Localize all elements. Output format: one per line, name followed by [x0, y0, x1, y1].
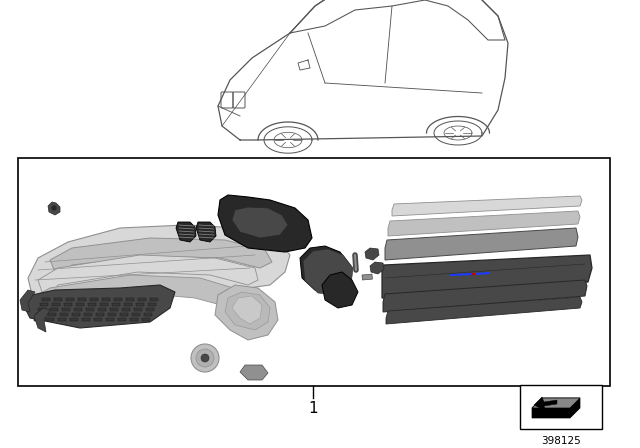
Bar	[74, 308, 82, 311]
Text: 398125: 398125	[541, 436, 581, 446]
Bar	[110, 308, 118, 311]
Polygon shape	[225, 292, 270, 330]
Bar	[108, 313, 116, 316]
Polygon shape	[383, 280, 587, 312]
Polygon shape	[28, 275, 242, 318]
Bar	[122, 308, 130, 311]
Bar	[96, 313, 104, 316]
Polygon shape	[388, 211, 580, 236]
Polygon shape	[28, 225, 290, 298]
Polygon shape	[382, 255, 592, 298]
Bar	[78, 298, 86, 301]
Polygon shape	[25, 285, 175, 328]
Polygon shape	[215, 285, 278, 340]
Polygon shape	[392, 196, 582, 216]
Bar	[64, 303, 72, 306]
Bar	[66, 298, 74, 301]
Polygon shape	[300, 246, 350, 292]
Bar	[106, 318, 114, 321]
Bar	[58, 318, 66, 321]
Bar	[76, 303, 84, 306]
Bar	[520, 385, 602, 429]
Bar	[362, 274, 372, 280]
Bar	[70, 318, 78, 321]
Polygon shape	[385, 228, 578, 260]
Bar	[42, 298, 50, 301]
Bar	[50, 308, 58, 311]
Bar	[144, 313, 152, 316]
Polygon shape	[532, 398, 580, 418]
Bar	[86, 308, 94, 311]
Bar	[98, 308, 106, 311]
Bar	[82, 318, 90, 321]
Bar	[124, 303, 132, 306]
Polygon shape	[386, 297, 582, 324]
Bar	[148, 303, 156, 306]
Bar	[36, 313, 44, 316]
Circle shape	[196, 349, 214, 367]
Polygon shape	[20, 290, 35, 312]
Polygon shape	[176, 222, 196, 242]
Bar	[48, 313, 56, 316]
Polygon shape	[532, 398, 580, 408]
Circle shape	[201, 354, 209, 362]
Polygon shape	[38, 255, 258, 298]
Polygon shape	[370, 262, 384, 274]
Polygon shape	[322, 272, 358, 308]
Circle shape	[191, 344, 219, 372]
Bar	[52, 303, 60, 306]
Bar	[60, 313, 68, 316]
Bar	[142, 318, 150, 321]
Bar	[40, 303, 48, 306]
Bar	[114, 298, 122, 301]
Circle shape	[52, 206, 56, 210]
Polygon shape	[218, 195, 312, 252]
Bar	[102, 298, 110, 301]
Polygon shape	[303, 249, 353, 295]
Polygon shape	[48, 202, 60, 215]
Bar	[38, 308, 46, 311]
Bar	[62, 308, 70, 311]
Bar	[118, 318, 126, 321]
Bar	[134, 308, 142, 311]
Text: 1: 1	[308, 401, 318, 415]
Polygon shape	[196, 222, 216, 242]
Bar	[54, 298, 62, 301]
Bar	[72, 313, 80, 316]
Bar	[88, 303, 96, 306]
Bar	[84, 313, 92, 316]
Bar	[18, 158, 610, 386]
Polygon shape	[232, 296, 262, 324]
Bar	[130, 318, 138, 321]
Bar	[90, 298, 98, 301]
Polygon shape	[34, 308, 50, 332]
Polygon shape	[232, 207, 288, 238]
Bar	[136, 303, 144, 306]
Polygon shape	[50, 238, 272, 278]
Bar	[34, 318, 42, 321]
Bar	[146, 308, 154, 311]
Bar	[100, 303, 108, 306]
Bar	[120, 313, 128, 316]
Polygon shape	[534, 397, 557, 411]
Bar	[94, 318, 102, 321]
Bar	[132, 313, 140, 316]
Bar	[46, 318, 54, 321]
Polygon shape	[365, 248, 379, 260]
Bar	[126, 298, 134, 301]
Polygon shape	[240, 365, 268, 380]
Bar	[112, 303, 120, 306]
Bar	[150, 298, 158, 301]
Bar	[138, 298, 146, 301]
